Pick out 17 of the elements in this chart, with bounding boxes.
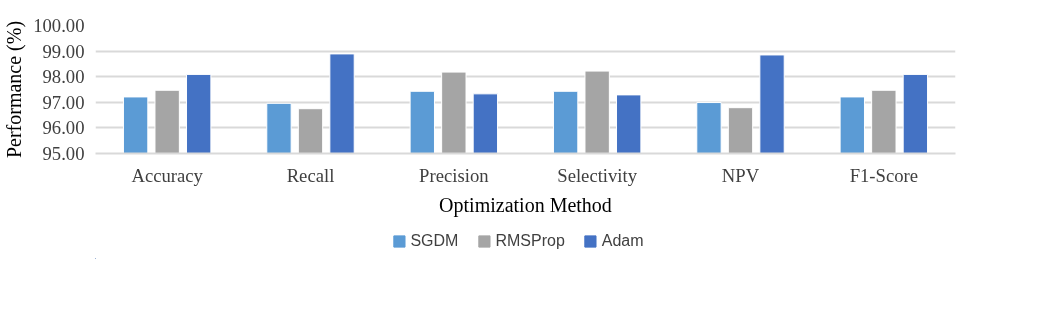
y-axis-title: Performance (%) [3, 20, 27, 159]
x-tick-label: Precision [419, 164, 490, 186]
y-tick-label: 98.00 [42, 66, 85, 88]
y-tick-label: 96.00 [42, 117, 85, 139]
legend-label: RMSProp [495, 231, 565, 250]
x-tick-label: NPV [721, 164, 760, 186]
x-tick-label: F1-Score [849, 164, 919, 186]
y-tick-label: 99.00 [42, 40, 85, 62]
x-tick-label: Accuracy [131, 164, 204, 186]
legend-label: SGDM [410, 231, 459, 250]
legend-label: Adam [601, 231, 644, 250]
y-tick-label: 100.00 [33, 15, 85, 36]
y-tick-label: 97.00 [42, 91, 85, 113]
x-tick-label: Recall [286, 164, 335, 186]
x-axis-title: Optimization Method [439, 193, 612, 217]
x-tick-label: Selectivity [557, 164, 638, 186]
y-tick-label: 95.00 [42, 143, 85, 164]
